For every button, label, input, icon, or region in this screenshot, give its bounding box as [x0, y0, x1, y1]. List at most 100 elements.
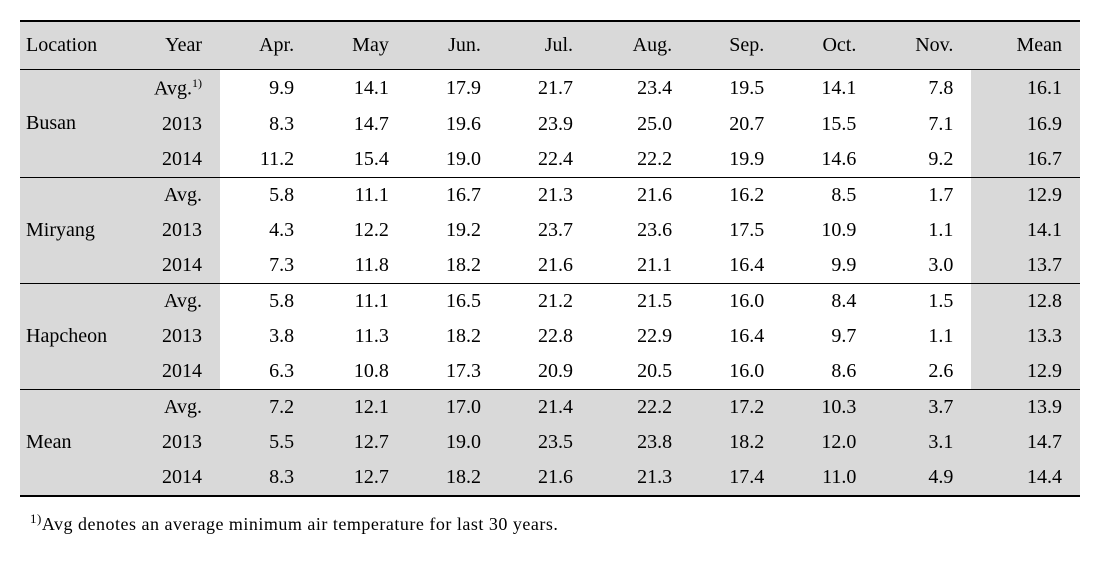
value-cell: 10.3 [782, 389, 874, 425]
value-cell: 5.5 [220, 425, 312, 460]
value-cell: 1.1 [874, 213, 971, 248]
value-cell: 16.7 [407, 177, 499, 213]
col-may: May [312, 21, 407, 70]
value-cell: 1.1 [874, 319, 971, 354]
table-row: MeanAvg.7.212.117.021.422.217.210.33.713… [20, 389, 1080, 425]
value-cell: 17.0 [407, 389, 499, 425]
value-cell: 14.7 [312, 107, 407, 142]
value-cell: 21.5 [591, 283, 690, 319]
value-cell: 7.8 [874, 70, 971, 107]
value-cell: 18.2 [690, 425, 782, 460]
year-cell: 2013 [130, 319, 220, 354]
year-cell: 2013 [130, 107, 220, 142]
location-cell: Mean [20, 389, 130, 496]
value-cell: 9.9 [220, 70, 312, 107]
value-cell: 19.9 [690, 142, 782, 178]
value-cell: 4.3 [220, 213, 312, 248]
mean-cell: 14.4 [971, 460, 1080, 496]
value-cell: 7.3 [220, 248, 312, 284]
mean-cell: 13.9 [971, 389, 1080, 425]
value-cell: 21.6 [499, 248, 591, 284]
mean-cell: 14.1 [971, 213, 1080, 248]
value-cell: 19.5 [690, 70, 782, 107]
value-cell: 11.1 [312, 177, 407, 213]
table-row: 201411.215.419.022.422.219.914.69.216.7 [20, 142, 1080, 178]
value-cell: 8.4 [782, 283, 874, 319]
year-cell: 2014 [130, 354, 220, 390]
value-cell: 21.7 [499, 70, 591, 107]
value-cell: 16.0 [690, 283, 782, 319]
value-cell: 21.6 [591, 177, 690, 213]
value-cell: 23.8 [591, 425, 690, 460]
value-cell: 23.5 [499, 425, 591, 460]
value-cell: 9.7 [782, 319, 874, 354]
value-cell: 3.0 [874, 248, 971, 284]
mean-cell: 16.7 [971, 142, 1080, 178]
value-cell: 17.9 [407, 70, 499, 107]
year-cell: 2014 [130, 142, 220, 178]
value-cell: 10.8 [312, 354, 407, 390]
value-cell: 19.2 [407, 213, 499, 248]
value-cell: 21.3 [499, 177, 591, 213]
value-cell: 11.1 [312, 283, 407, 319]
mean-cell: 12.8 [971, 283, 1080, 319]
value-cell: 8.3 [220, 460, 312, 496]
col-location: Location [20, 21, 130, 70]
value-cell: 16.2 [690, 177, 782, 213]
value-cell: 17.4 [690, 460, 782, 496]
mean-cell: 12.9 [971, 177, 1080, 213]
value-cell: 4.9 [874, 460, 971, 496]
value-cell: 21.3 [591, 460, 690, 496]
value-cell: 8.3 [220, 107, 312, 142]
mean-cell: 13.3 [971, 319, 1080, 354]
col-aug: Aug. [591, 21, 690, 70]
year-cell: 2013 [130, 213, 220, 248]
value-cell: 22.8 [499, 319, 591, 354]
value-cell: 12.7 [312, 425, 407, 460]
value-cell: 21.1 [591, 248, 690, 284]
value-cell: 3.1 [874, 425, 971, 460]
value-cell: 14.1 [312, 70, 407, 107]
value-cell: 7.2 [220, 389, 312, 425]
value-cell: 19.0 [407, 142, 499, 178]
value-cell: 23.6 [591, 213, 690, 248]
value-cell: 17.5 [690, 213, 782, 248]
table-row: BusanAvg.1)9.914.117.921.723.419.514.17.… [20, 70, 1080, 107]
value-cell: 2.6 [874, 354, 971, 390]
value-cell: 22.4 [499, 142, 591, 178]
mean-cell: 14.7 [971, 425, 1080, 460]
value-cell: 20.5 [591, 354, 690, 390]
value-cell: 23.7 [499, 213, 591, 248]
value-cell: 16.5 [407, 283, 499, 319]
year-cell: Avg. [130, 389, 220, 425]
value-cell: 18.2 [407, 319, 499, 354]
value-cell: 22.2 [591, 389, 690, 425]
value-cell: 7.1 [874, 107, 971, 142]
mean-cell: 13.7 [971, 248, 1080, 284]
value-cell: 16.4 [690, 248, 782, 284]
mean-cell: 12.9 [971, 354, 1080, 390]
value-cell: 22.2 [591, 142, 690, 178]
footnote-text: Avg denotes an average minimum air tempe… [42, 514, 559, 534]
value-cell: 20.7 [690, 107, 782, 142]
year-cell: Avg. [130, 177, 220, 213]
col-mean: Mean [971, 21, 1080, 70]
location-cell: Busan [20, 70, 130, 178]
location-cell: Miryang [20, 177, 130, 283]
value-cell: 25.0 [591, 107, 690, 142]
value-cell: 11.8 [312, 248, 407, 284]
value-cell: 12.2 [312, 213, 407, 248]
value-cell: 20.9 [499, 354, 591, 390]
value-cell: 5.8 [220, 177, 312, 213]
mean-cell: 16.9 [971, 107, 1080, 142]
value-cell: 8.6 [782, 354, 874, 390]
value-cell: 22.9 [591, 319, 690, 354]
value-cell: 6.3 [220, 354, 312, 390]
value-cell: 15.4 [312, 142, 407, 178]
year-cell: 2014 [130, 248, 220, 284]
header-row: Location Year Apr. May Jun. Jul. Aug. Se… [20, 21, 1080, 70]
table-row: 20134.312.219.223.723.617.510.91.114.1 [20, 213, 1080, 248]
value-cell: 14.1 [782, 70, 874, 107]
value-cell: 11.2 [220, 142, 312, 178]
value-cell: 16.4 [690, 319, 782, 354]
